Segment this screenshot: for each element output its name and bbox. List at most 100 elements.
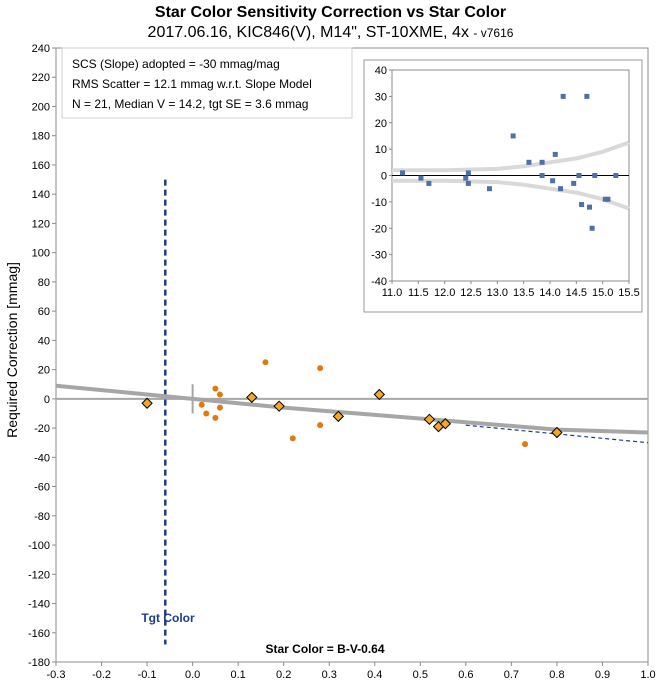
inset-x-tick-label: 15.5 [618, 287, 639, 299]
inset-data-point [539, 173, 545, 178]
data-point-circle [203, 410, 210, 417]
x-tick-label: 0.1 [231, 669, 246, 681]
inset-y-tick-label: -40 [371, 276, 387, 288]
inset-data-point [526, 159, 532, 165]
inset-data-point [558, 186, 564, 192]
inset-y-tick-label: 0 [381, 171, 387, 183]
y-tick-label: -60 [34, 482, 50, 494]
inset-envelope [392, 140, 630, 211]
inset-data-point [592, 173, 598, 178]
inset-data-point [589, 225, 595, 231]
y-tick-label: -140 [28, 599, 50, 611]
subtitle-text: 2017.06.16, KIC846(V), M14", ST-10XME, 4… [147, 24, 469, 41]
y-tick-label: 40 [38, 335, 50, 347]
inset-data-point [400, 170, 406, 176]
data-point-diamond [373, 388, 386, 401]
model-curve [55, 383, 649, 435]
data-point-diamond [551, 426, 563, 439]
x-tick-label: 0.9 [595, 669, 610, 681]
data-point-diamond [439, 418, 452, 430]
data-point-diamond [423, 413, 436, 426]
y-tick-label: 80 [38, 277, 50, 289]
inset-y-axis: -40 -30 -20 -10 0 10 20 30 40 [371, 65, 392, 288]
inset-x-tick-label: 12.0 [434, 287, 455, 299]
main-y-axis: -180 -160 -140 -120 -100 -80 -60 -40 -20 0 20 40 60 8… [28, 43, 56, 669]
subtitle-version: - v7616 [473, 26, 514, 40]
data-point-circle [289, 435, 296, 442]
inset-y-tick-label: -20 [371, 223, 387, 235]
y-tick-label: 240 [32, 43, 50, 55]
inset-data-point [465, 170, 471, 176]
x-tick-label: -0.2 [92, 669, 111, 681]
inset-y-tick-label: -10 [371, 197, 387, 209]
inset-data-point [426, 180, 432, 186]
chart-subtitle: 2017.06.16, KIC846(V), M14", ST-10XME, 4… [0, 24, 661, 42]
y-tick-label: 120 [32, 218, 50, 230]
info-line-rms: RMS Scatter = 12.1 mmag w.r.t. Slope Mod… [72, 77, 312, 91]
data-points [141, 359, 563, 448]
y-tick-label: -20 [34, 423, 50, 435]
data-point-circle [212, 414, 219, 421]
inset-data-point [571, 180, 577, 186]
inset-data-point [510, 133, 516, 139]
x-tick-label: 0.0 [185, 669, 200, 681]
data-point-diamond [246, 391, 258, 404]
y-tick-label: -160 [28, 628, 50, 640]
inset-data-point [550, 178, 556, 184]
y-tick-label: -80 [34, 511, 50, 523]
y-tick-label: 140 [32, 189, 50, 201]
inset-x-axis: 11.0 11.5 12.0 12.5 13.0 13.5 14.0 14.5 15.0 15.5 [382, 281, 640, 299]
y-tick-label: 160 [32, 160, 50, 172]
inset-data-point [463, 175, 469, 181]
inset-x-tick-label: 14.0 [539, 287, 560, 299]
inset-data-point [587, 204, 592, 210]
y-tick-label: -40 [34, 452, 50, 464]
y-tick-label: -100 [28, 540, 50, 552]
x-tick-label: 0.7 [504, 669, 519, 681]
x-tick-label: 0.3 [322, 669, 337, 681]
y-tick-label: -120 [28, 569, 50, 581]
inset-y-tick-label: -30 [371, 250, 387, 262]
inset-x-tick-label: 14.5 [566, 287, 587, 299]
data-point-circle [317, 365, 324, 372]
x-tick-label: 0.5 [413, 669, 428, 681]
y-tick-label: -180 [28, 657, 50, 669]
x-tick-label: -0.1 [138, 669, 157, 681]
inset-x-tick-label: 15.0 [592, 287, 613, 299]
info-line-count: N = 21, Median V = 14.2, tgt SE = 3.6 mm… [72, 97, 308, 111]
inset-x-tick-label: 12.5 [460, 287, 481, 299]
x-tick-label: 0.8 [549, 669, 564, 681]
chart-title: Star Color Sensitivity Correction vs Sta… [154, 4, 507, 21]
inset-data-point [465, 180, 471, 186]
data-point-circle [198, 401, 205, 408]
info-box: SCS (Slope) adopted = -30 mmag/mag RMS S… [61, 47, 353, 119]
inset-data-point [579, 202, 585, 208]
inset-y-tick-label: 30 [375, 91, 387, 103]
x-tick-label: 0.6 [458, 669, 473, 681]
data-point-circle [262, 359, 269, 366]
x-tick-label: 0.4 [367, 669, 382, 681]
info-line-slope: SCS (Slope) adopted = -30 mmag/mag [72, 57, 280, 71]
inset-envelope-upper [392, 140, 630, 173]
data-point-circle [216, 404, 223, 411]
tgt-color-label: Tgt Color [141, 611, 195, 625]
y-tick-label: 200 [32, 101, 50, 113]
inset-data-point [552, 151, 558, 157]
data-point-diamond [332, 410, 345, 423]
inset-y-tick-label: 40 [375, 65, 387, 77]
y-tick-label: 180 [32, 131, 50, 143]
data-point-diamond [273, 400, 285, 412]
y-tick-label: 100 [32, 248, 50, 260]
data-point-circle [212, 385, 219, 392]
y-tick-label: 20 [38, 365, 50, 377]
inset-data-point [539, 159, 545, 165]
inset-chart: 11.0 11.5 12.0 12.5 13.0 13.5 14.0 14.5 15.0 15.5… [363, 59, 643, 313]
inset-y-tick-label: 10 [375, 144, 387, 156]
info-box-background [61, 47, 353, 119]
inset-envelope-lower [392, 178, 630, 211]
inset-data-point [418, 175, 424, 181]
inset-data-point [613, 173, 619, 178]
inset-x-tick-label: 11.0 [382, 287, 403, 299]
y-tick-label: 0 [44, 394, 50, 406]
